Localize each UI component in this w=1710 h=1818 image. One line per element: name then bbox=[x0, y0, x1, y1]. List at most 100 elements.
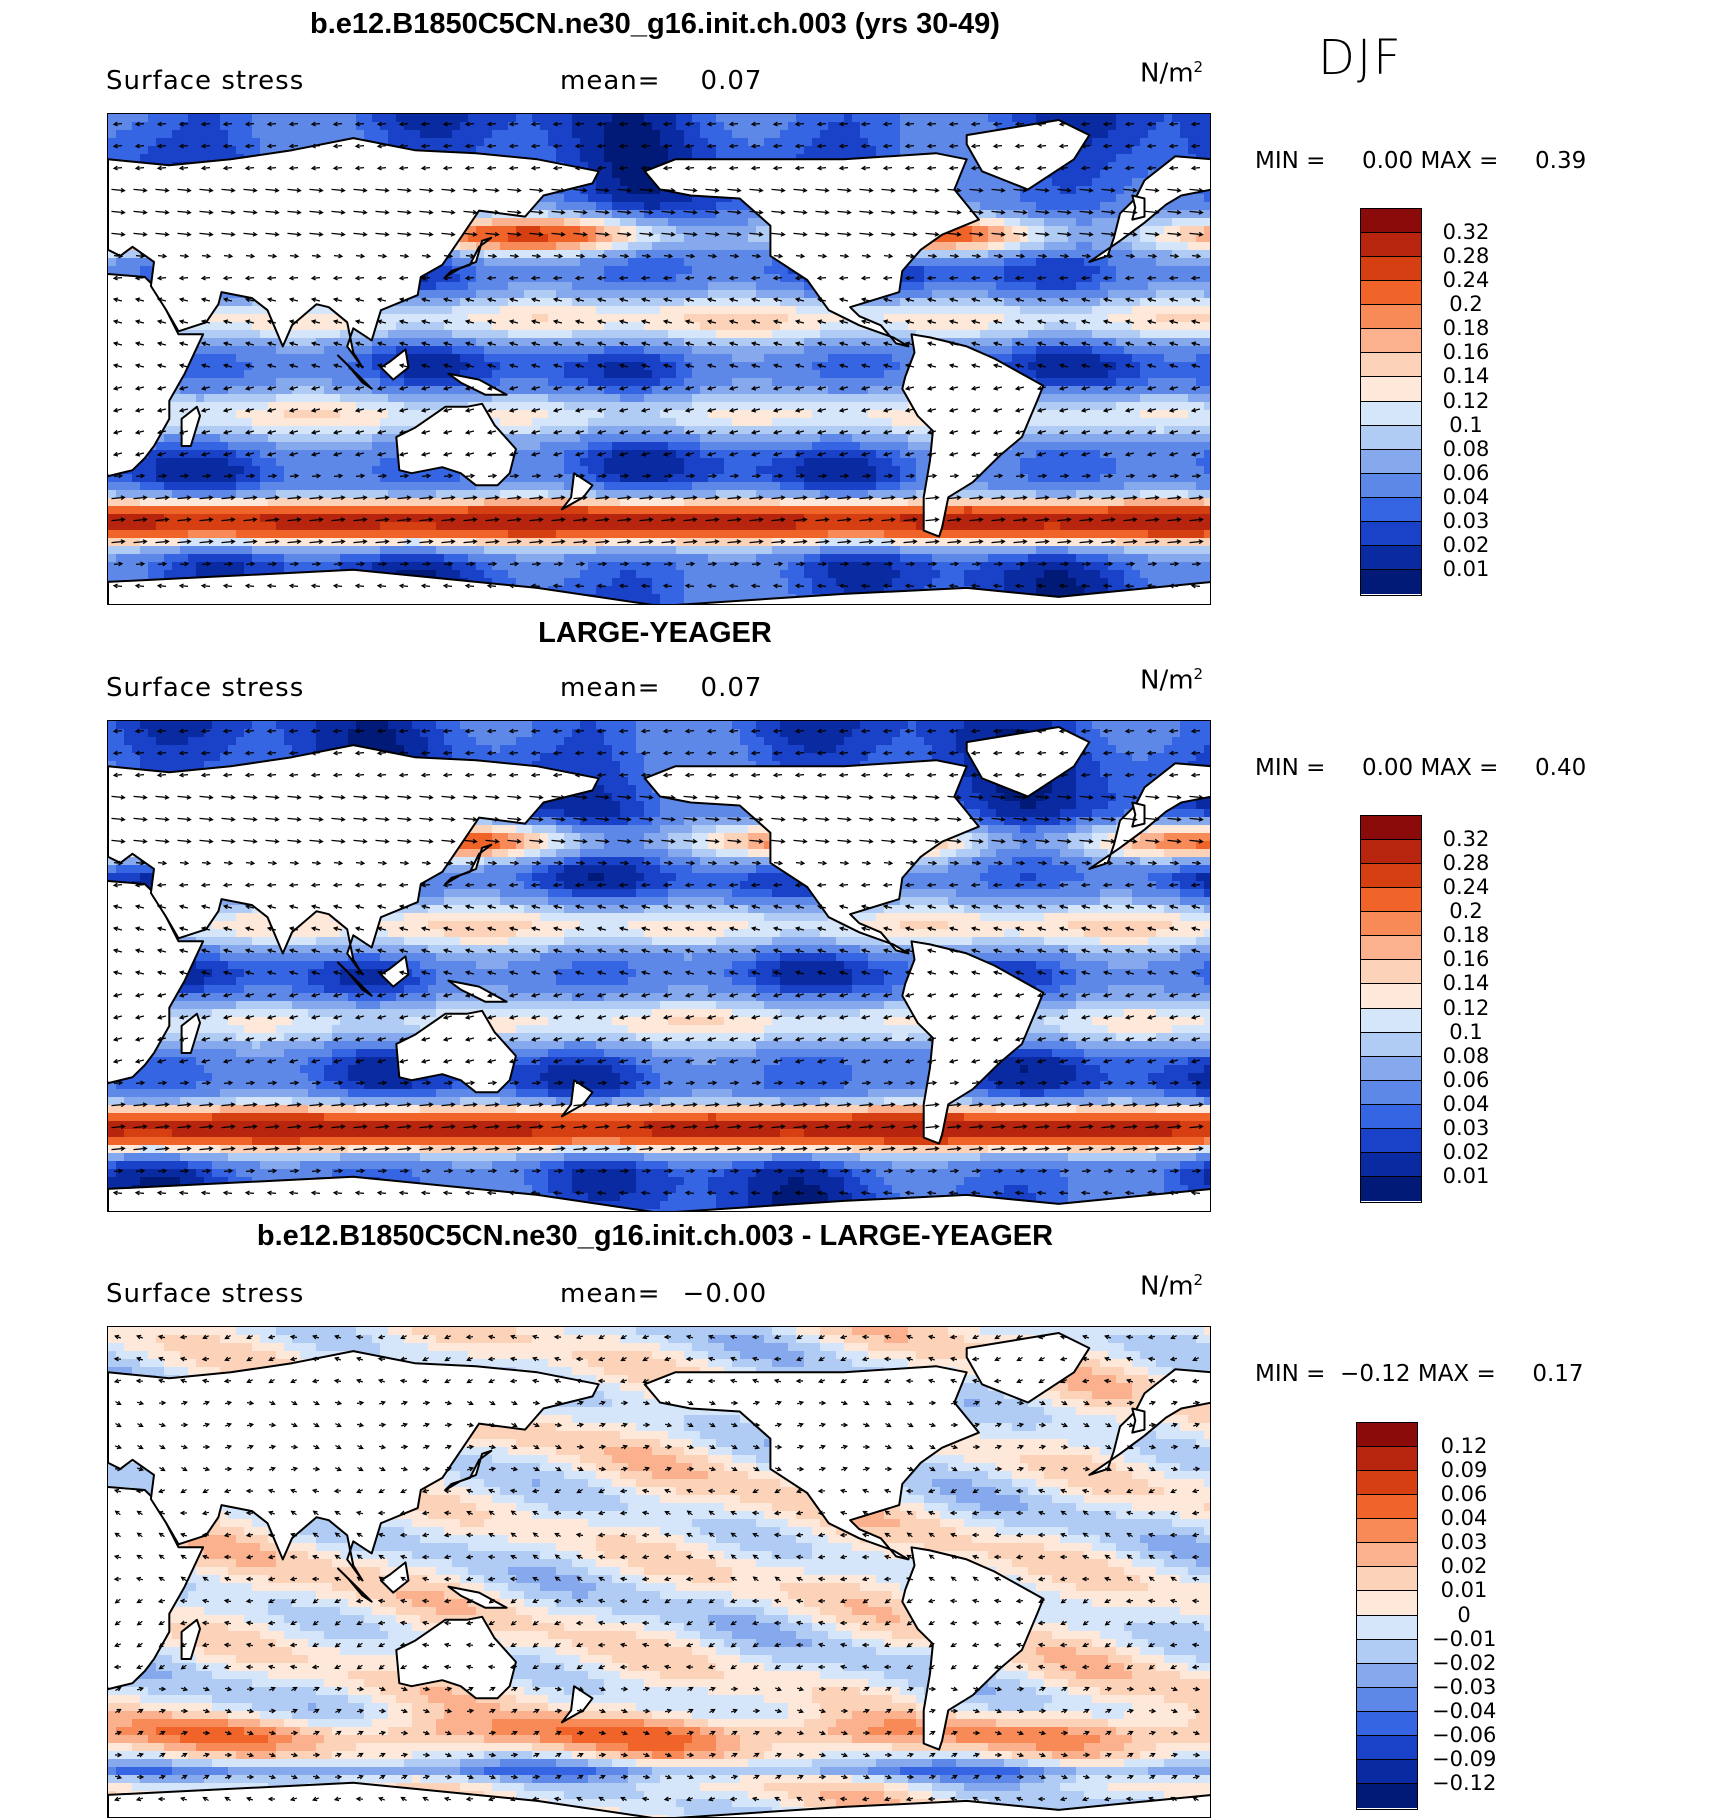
panel-2-max-value: 0.40 bbox=[1535, 755, 1586, 781]
colorbar-swatch bbox=[1357, 1447, 1417, 1471]
panel-2-colorbar bbox=[1360, 815, 1422, 1203]
panel-1-map bbox=[107, 113, 1211, 605]
panel-1-max-label: MAX = bbox=[1421, 148, 1499, 174]
colorbar-swatch bbox=[1357, 1688, 1417, 1712]
panel-2-mean-label: mean= bbox=[560, 673, 661, 703]
panel-2-mean-value: 0.07 bbox=[701, 673, 763, 703]
panel-1-variable-label: Surface stress bbox=[106, 66, 304, 96]
colorbar-tick-label: −0.04 bbox=[1432, 1699, 1496, 1723]
panel-3-mean: mean=−0.00 bbox=[560, 1279, 767, 1309]
panel-3-min-label: MIN = bbox=[1255, 1361, 1325, 1387]
panel-1-unit-exponent: 2 bbox=[1194, 58, 1204, 76]
colorbar-tick-label: 0.06 bbox=[1434, 1068, 1498, 1092]
colorbar-tick-label: 0.09 bbox=[1432, 1458, 1496, 1482]
colorbar-swatch bbox=[1361, 209, 1421, 233]
colorbar-swatch bbox=[1361, 864, 1421, 888]
colorbar-swatch bbox=[1357, 1567, 1417, 1591]
panel-1-unit-base: N/m bbox=[1140, 59, 1194, 89]
colorbar-swatch bbox=[1361, 936, 1421, 960]
colorbar-tick-label: 0.03 bbox=[1432, 1530, 1496, 1554]
panel-3-unit-base: N/m bbox=[1140, 1272, 1194, 1302]
colorbar-tick-label: 0.02 bbox=[1434, 1140, 1498, 1164]
colorbar-swatch bbox=[1361, 888, 1421, 912]
colorbar-swatch bbox=[1357, 1640, 1417, 1664]
panel-2-title: LARGE-YEAGER bbox=[100, 617, 1210, 650]
colorbar-tick-label: −0.02 bbox=[1432, 1651, 1496, 1675]
panel-3-map-svg bbox=[108, 1327, 1211, 1818]
colorbar-swatch bbox=[1361, 912, 1421, 936]
panel-2-unit: N/m2 bbox=[1140, 665, 1203, 696]
colorbar-tick-label: 0.2 bbox=[1434, 899, 1498, 923]
colorbar-swatch bbox=[1361, 1129, 1421, 1153]
panel-3-max-value: 0.17 bbox=[1532, 1361, 1583, 1387]
panel-1-minmax: MIN = 0.00 MAX = 0.39 bbox=[1255, 148, 1586, 174]
colorbar-tick-label: 0.1 bbox=[1434, 1020, 1498, 1044]
colorbar-swatch bbox=[1361, 450, 1421, 474]
panel-2-map-svg bbox=[108, 721, 1211, 1212]
panel-1-unit: N/m2 bbox=[1140, 58, 1203, 89]
panel-3-unit-exponent: 2 bbox=[1194, 1271, 1204, 1289]
colorbar-swatch bbox=[1357, 1543, 1417, 1567]
colorbar-swatch bbox=[1361, 426, 1421, 450]
panel-3-mean-value: −0.00 bbox=[683, 1279, 768, 1309]
colorbar-swatch bbox=[1361, 329, 1421, 353]
panel-2-unit-exponent: 2 bbox=[1194, 665, 1204, 683]
colorbar-tick-label: −0.03 bbox=[1432, 1675, 1496, 1699]
panel-2-unit-base: N/m bbox=[1140, 666, 1194, 696]
colorbar-swatch bbox=[1361, 1057, 1421, 1081]
colorbar-tick-label: 0.16 bbox=[1434, 947, 1498, 971]
colorbar-tick-label: −0.09 bbox=[1432, 1747, 1496, 1771]
colorbar-swatch bbox=[1361, 1009, 1421, 1033]
colorbar-swatch bbox=[1361, 984, 1421, 1008]
panel-2-min-label: MIN = bbox=[1255, 755, 1325, 781]
colorbar-swatch bbox=[1361, 1177, 1421, 1201]
colorbar-tick-label: 0.01 bbox=[1432, 1578, 1496, 1602]
colorbar-swatch bbox=[1361, 522, 1421, 546]
panel-1-colorbar bbox=[1360, 208, 1422, 596]
colorbar-swatch bbox=[1357, 1591, 1417, 1615]
panel-3-map bbox=[107, 1326, 1211, 1818]
colorbar-tick-label: −0.06 bbox=[1432, 1723, 1496, 1747]
panel-2-map bbox=[107, 720, 1211, 1212]
colorbar-tick-label: 0.04 bbox=[1432, 1506, 1496, 1530]
colorbar-swatch bbox=[1361, 498, 1421, 522]
colorbar-swatch bbox=[1357, 1519, 1417, 1543]
colorbar-swatch bbox=[1361, 546, 1421, 570]
colorbar-tick-label: 0.28 bbox=[1434, 244, 1498, 268]
colorbar-tick-label: 0.06 bbox=[1432, 1482, 1496, 1506]
colorbar-swatch bbox=[1361, 353, 1421, 377]
colorbar-tick-label: −0.01 bbox=[1432, 1627, 1496, 1651]
colorbar-swatch bbox=[1361, 570, 1421, 594]
colorbar-swatch bbox=[1361, 257, 1421, 281]
colorbar-swatch bbox=[1357, 1760, 1417, 1784]
colorbar-tick-label: 0.06 bbox=[1434, 461, 1498, 485]
colorbar-swatch bbox=[1357, 1664, 1417, 1688]
colorbar-tick-label: 0.18 bbox=[1434, 316, 1498, 340]
colorbar-swatch bbox=[1361, 1105, 1421, 1129]
panel-3-minmax: MIN = −0.12 MAX = 0.17 bbox=[1255, 1361, 1584, 1387]
colorbar-tick-label: 0.14 bbox=[1434, 364, 1498, 388]
colorbar-swatch bbox=[1361, 402, 1421, 426]
panel-1-mean: mean=0.07 bbox=[560, 66, 762, 96]
panel-2-mean: mean= 0.07 bbox=[560, 673, 762, 703]
colorbar-tick-label: 0.04 bbox=[1434, 1092, 1498, 1116]
colorbar-tick-label: 0.03 bbox=[1434, 1116, 1498, 1140]
colorbar-swatch bbox=[1361, 1033, 1421, 1057]
colorbar-swatch bbox=[1357, 1495, 1417, 1519]
colorbar-tick-label: 0.01 bbox=[1434, 1164, 1498, 1188]
colorbar-tick-label: 0.12 bbox=[1432, 1434, 1496, 1458]
colorbar-tick-label: 0.01 bbox=[1434, 557, 1498, 581]
panel-3-max-label: MAX = bbox=[1418, 1361, 1496, 1387]
panel-1-map-svg bbox=[108, 114, 1211, 605]
colorbar-tick-label: 0.02 bbox=[1432, 1554, 1496, 1578]
colorbar-tick-label: 0.2 bbox=[1434, 292, 1498, 316]
panel-1-mean-label: mean= bbox=[560, 66, 661, 96]
colorbar-swatch bbox=[1361, 377, 1421, 401]
colorbar-swatch bbox=[1357, 1423, 1417, 1447]
colorbar-tick-label: 0.24 bbox=[1434, 268, 1498, 292]
colorbar-tick-label: 0.08 bbox=[1434, 437, 1498, 461]
colorbar-swatch bbox=[1361, 281, 1421, 305]
panel-1-min-label: MIN = bbox=[1255, 148, 1325, 174]
colorbar-swatch bbox=[1357, 1616, 1417, 1640]
panel-3-colorbar bbox=[1356, 1422, 1418, 1810]
